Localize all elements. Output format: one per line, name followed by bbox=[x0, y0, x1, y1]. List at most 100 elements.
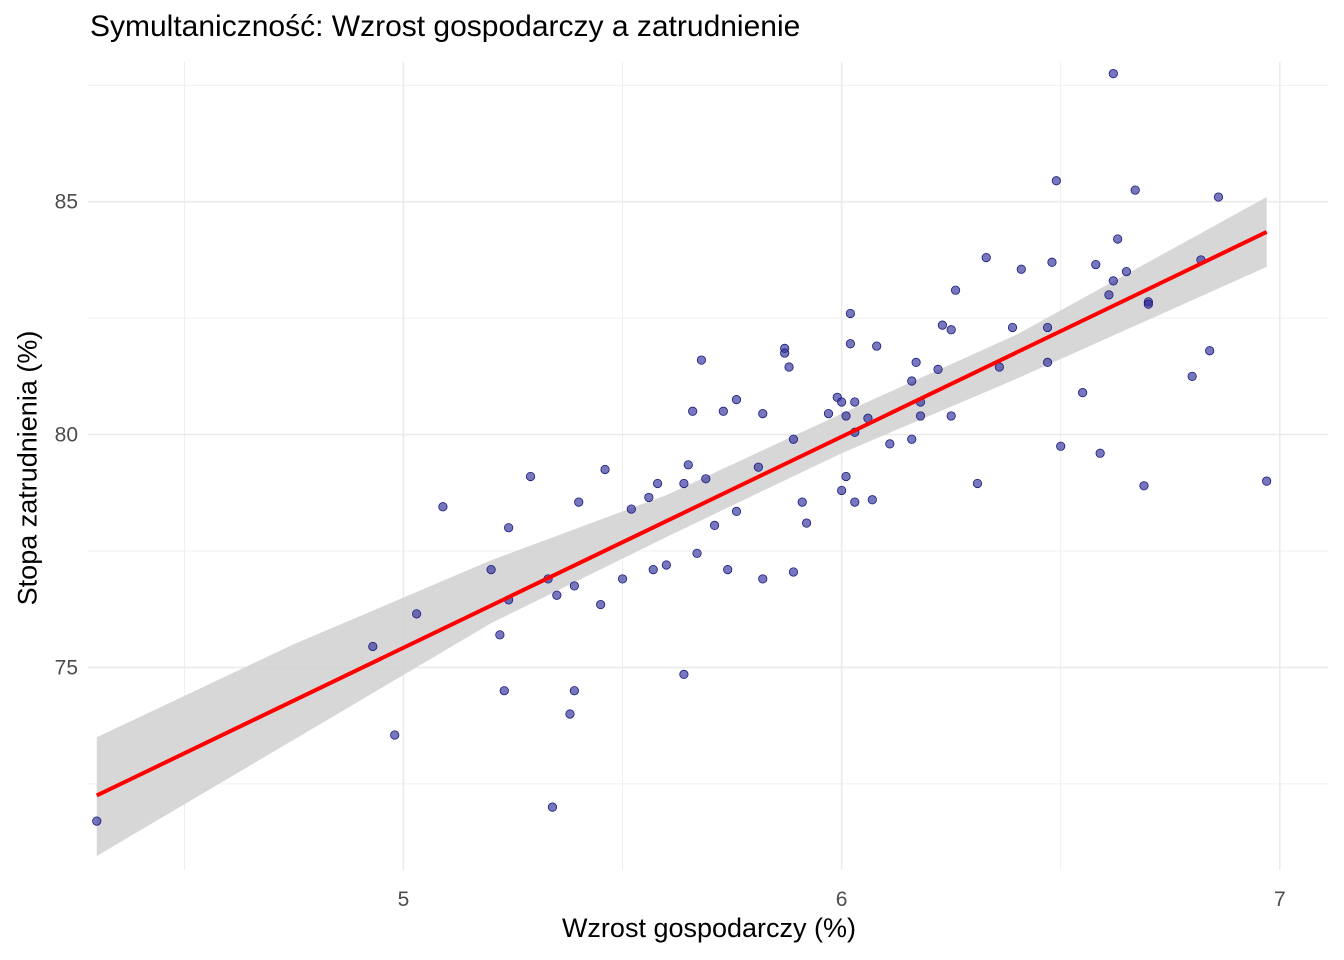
y-tick-labels: 75 80 85 bbox=[55, 191, 78, 680]
data-point bbox=[841, 471, 851, 482]
confidence-band bbox=[96, 197, 1267, 857]
data-point bbox=[653, 478, 663, 489]
data-point bbox=[1205, 346, 1215, 356]
data-point bbox=[788, 567, 799, 577]
data-point bbox=[709, 520, 720, 530]
data-point bbox=[1187, 371, 1197, 381]
data-point bbox=[552, 590, 562, 600]
data-point bbox=[946, 411, 956, 421]
data-point bbox=[1007, 322, 1018, 333]
data-point bbox=[841, 411, 851, 421]
data-point bbox=[911, 357, 921, 367]
data-point bbox=[758, 574, 768, 584]
data-point bbox=[679, 478, 689, 489]
data-point bbox=[850, 497, 860, 507]
data-point bbox=[872, 341, 882, 351]
y-axis-label: Stopa zatrudnienia (%) bbox=[12, 330, 43, 606]
data-point bbox=[688, 406, 698, 416]
data-point bbox=[1130, 185, 1140, 195]
data-point bbox=[1104, 290, 1114, 300]
data-point bbox=[801, 518, 812, 528]
data-point bbox=[885, 439, 895, 449]
chart-title: Symultaniczność: Wzrost gospodarczy a za… bbox=[90, 10, 801, 43]
data-point bbox=[1042, 357, 1053, 367]
data-point bbox=[701, 474, 711, 484]
data-point bbox=[1213, 192, 1224, 202]
data-point bbox=[837, 397, 847, 407]
x-tick-label: 7 bbox=[1274, 888, 1286, 911]
data-point bbox=[565, 709, 575, 719]
data-point bbox=[1051, 176, 1061, 186]
data-point bbox=[644, 492, 654, 503]
fit-line-layer bbox=[95, 230, 1268, 798]
data-point bbox=[1262, 476, 1272, 486]
data-point bbox=[679, 669, 689, 680]
data-point bbox=[784, 362, 794, 372]
x-tick-labels: 5 6 7 bbox=[398, 888, 1286, 911]
data-point bbox=[547, 802, 558, 812]
regression-line bbox=[95, 230, 1268, 798]
data-point bbox=[1113, 234, 1123, 244]
data-point bbox=[1056, 441, 1066, 451]
data-point bbox=[780, 348, 790, 358]
data-point bbox=[788, 434, 799, 444]
data-point bbox=[692, 548, 702, 558]
data-point bbox=[1108, 276, 1118, 286]
data-point bbox=[1042, 322, 1053, 333]
data-points-layer bbox=[92, 69, 1272, 826]
data-point bbox=[661, 560, 671, 570]
data-point bbox=[753, 462, 763, 472]
y-tick-label: 80 bbox=[55, 424, 78, 447]
data-point bbox=[1108, 69, 1118, 79]
data-point bbox=[823, 409, 834, 419]
data-point bbox=[946, 325, 956, 335]
data-point bbox=[718, 406, 728, 416]
data-point bbox=[1095, 448, 1105, 458]
data-point bbox=[626, 504, 636, 514]
data-point bbox=[1016, 264, 1026, 274]
data-point bbox=[569, 686, 579, 696]
data-point bbox=[845, 308, 856, 319]
data-point bbox=[723, 565, 733, 575]
data-point bbox=[504, 523, 514, 533]
data-point bbox=[981, 252, 991, 263]
data-point bbox=[731, 506, 742, 517]
data-point bbox=[525, 471, 536, 482]
data-point bbox=[933, 364, 943, 374]
data-point bbox=[837, 485, 847, 496]
data-point bbox=[972, 478, 983, 489]
data-point bbox=[907, 376, 917, 386]
data-point bbox=[617, 574, 628, 584]
x-axis-label: Wzrost gospodarczy (%) bbox=[561, 913, 857, 943]
data-point bbox=[438, 502, 448, 512]
data-point bbox=[499, 686, 509, 696]
data-point bbox=[867, 495, 877, 505]
data-point bbox=[600, 464, 610, 475]
data-point bbox=[797, 497, 807, 507]
data-point bbox=[1143, 299, 1153, 309]
data-point bbox=[731, 395, 742, 405]
confidence-band-layer bbox=[96, 197, 1267, 857]
data-point bbox=[758, 409, 768, 419]
data-point bbox=[845, 339, 856, 349]
data-point bbox=[1078, 388, 1088, 398]
y-tick-label: 75 bbox=[55, 656, 78, 679]
data-point bbox=[486, 565, 496, 575]
data-point bbox=[1047, 257, 1057, 267]
data-point bbox=[950, 285, 961, 295]
data-point bbox=[683, 460, 693, 470]
x-tick-label: 5 bbox=[398, 888, 410, 911]
data-point bbox=[596, 599, 606, 610]
data-point bbox=[92, 816, 102, 826]
data-point bbox=[390, 730, 400, 740]
data-point bbox=[574, 497, 584, 507]
data-point bbox=[1139, 481, 1149, 491]
data-point bbox=[850, 397, 860, 407]
y-tick-label: 85 bbox=[55, 191, 78, 214]
data-point bbox=[569, 581, 579, 591]
data-point bbox=[1121, 266, 1132, 277]
data-point bbox=[648, 565, 658, 575]
data-point bbox=[915, 411, 926, 421]
x-tick-label: 6 bbox=[836, 888, 848, 911]
